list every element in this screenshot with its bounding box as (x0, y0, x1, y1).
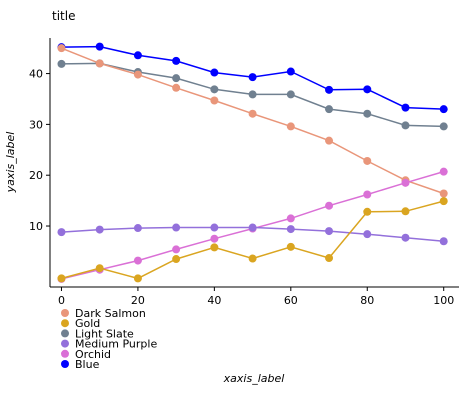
y-tick-label: 40 (29, 68, 43, 81)
x-tick-label: 0 (58, 294, 65, 307)
data-point-gold (172, 255, 181, 264)
data-point-dark-salmon (57, 44, 66, 53)
data-point-blue (172, 56, 181, 65)
data-point-light-slate (363, 109, 372, 118)
data-point-medium-purple (248, 223, 257, 232)
data-point-orchid (325, 201, 334, 210)
series-line-gold (61, 200, 444, 280)
data-point-light-slate (172, 74, 181, 83)
data-point-medium-purple (439, 237, 448, 246)
x-ticks: 0 20 40 60 80 100 (58, 287, 454, 307)
y-tick-label: 20 (29, 169, 43, 182)
x-axis-title: xaxis_label (223, 372, 285, 385)
data-point-gold (133, 274, 142, 283)
series-points (57, 42, 448, 283)
legend-marker-blue (61, 360, 69, 368)
data-point-medium-purple (286, 225, 295, 234)
data-point-blue (363, 85, 372, 94)
data-point-dark-salmon (325, 136, 334, 145)
data-point-gold (286, 242, 295, 251)
data-point-light-slate (57, 59, 66, 68)
legend-label-orchid: Orchid (75, 348, 111, 361)
y-ticks: 10 20 30 40 (29, 68, 50, 233)
y-tick-label: 10 (29, 220, 43, 233)
data-point-dark-salmon (286, 122, 295, 131)
data-point-gold (95, 264, 104, 273)
legend-marker-orchid (61, 349, 69, 358)
data-point-gold (363, 207, 372, 216)
data-point-medium-purple (210, 223, 219, 232)
x-tick-label: 80 (360, 294, 374, 307)
data-point-gold (325, 254, 334, 263)
data-point-blue (439, 105, 448, 114)
data-point-gold (210, 243, 219, 252)
data-point-dark-salmon (363, 156, 372, 165)
data-point-blue (248, 73, 257, 82)
x-tick-label: 100 (433, 294, 454, 307)
series-lines (61, 45, 444, 280)
data-point-light-slate (439, 122, 448, 131)
data-point-orchid (133, 256, 142, 265)
x-tick-label: 40 (207, 294, 221, 307)
data-point-gold (57, 274, 66, 283)
x-tick-label: 20 (131, 294, 145, 307)
legend-label-light-slate: Light Slate (75, 327, 134, 340)
legend-marker-dark-salmon (61, 309, 69, 317)
legend-marker-gold (61, 319, 69, 328)
data-point-medium-purple (401, 233, 410, 242)
data-point-blue (95, 42, 104, 51)
data-point-blue (133, 51, 142, 60)
data-point-orchid (172, 245, 181, 254)
y-tick-label: 30 (29, 118, 43, 131)
series-line-dark-salmon (61, 47, 444, 195)
data-point-dark-salmon (210, 96, 219, 105)
data-point-blue (286, 67, 295, 76)
data-point-light-slate (248, 90, 257, 99)
data-point-blue (325, 85, 334, 94)
legend-marker-light-slate (61, 329, 69, 338)
data-point-orchid (363, 190, 372, 199)
data-point-medium-purple (363, 230, 372, 239)
y-axis-title: yaxis_label (4, 132, 17, 194)
data-point-gold (248, 254, 257, 263)
data-point-medium-purple (172, 223, 181, 232)
data-point-orchid (401, 178, 410, 187)
legend-label-medium-purple: Medium Purple (75, 338, 157, 351)
data-point-dark-salmon (248, 109, 257, 118)
data-point-dark-salmon (133, 70, 142, 79)
data-point-orchid (286, 214, 295, 223)
chart-title: title (52, 9, 75, 23)
data-point-light-slate (401, 121, 410, 130)
data-point-medium-purple (325, 227, 334, 236)
data-point-medium-purple (57, 228, 66, 237)
data-point-dark-salmon (439, 189, 448, 198)
data-point-dark-salmon (172, 83, 181, 92)
data-point-gold (401, 207, 410, 216)
data-point-light-slate (325, 105, 334, 114)
data-point-blue (210, 68, 219, 77)
legend-label-dark-salmon: Dark Salmon (75, 307, 146, 320)
data-point-orchid (439, 167, 448, 176)
legend-label-blue: Blue (75, 358, 100, 371)
data-point-blue (401, 103, 410, 112)
legend-marker-medium-purple (61, 339, 69, 348)
plot-area (49, 38, 459, 288)
data-point-light-slate (210, 85, 219, 94)
x-tick-label: 60 (284, 294, 298, 307)
data-point-medium-purple (133, 224, 142, 233)
legend-label-gold: Gold (75, 317, 100, 330)
data-point-dark-salmon (95, 59, 104, 68)
data-point-medium-purple (95, 225, 104, 234)
data-point-light-slate (286, 90, 295, 99)
data-point-gold (439, 197, 448, 206)
data-point-orchid (210, 234, 219, 243)
